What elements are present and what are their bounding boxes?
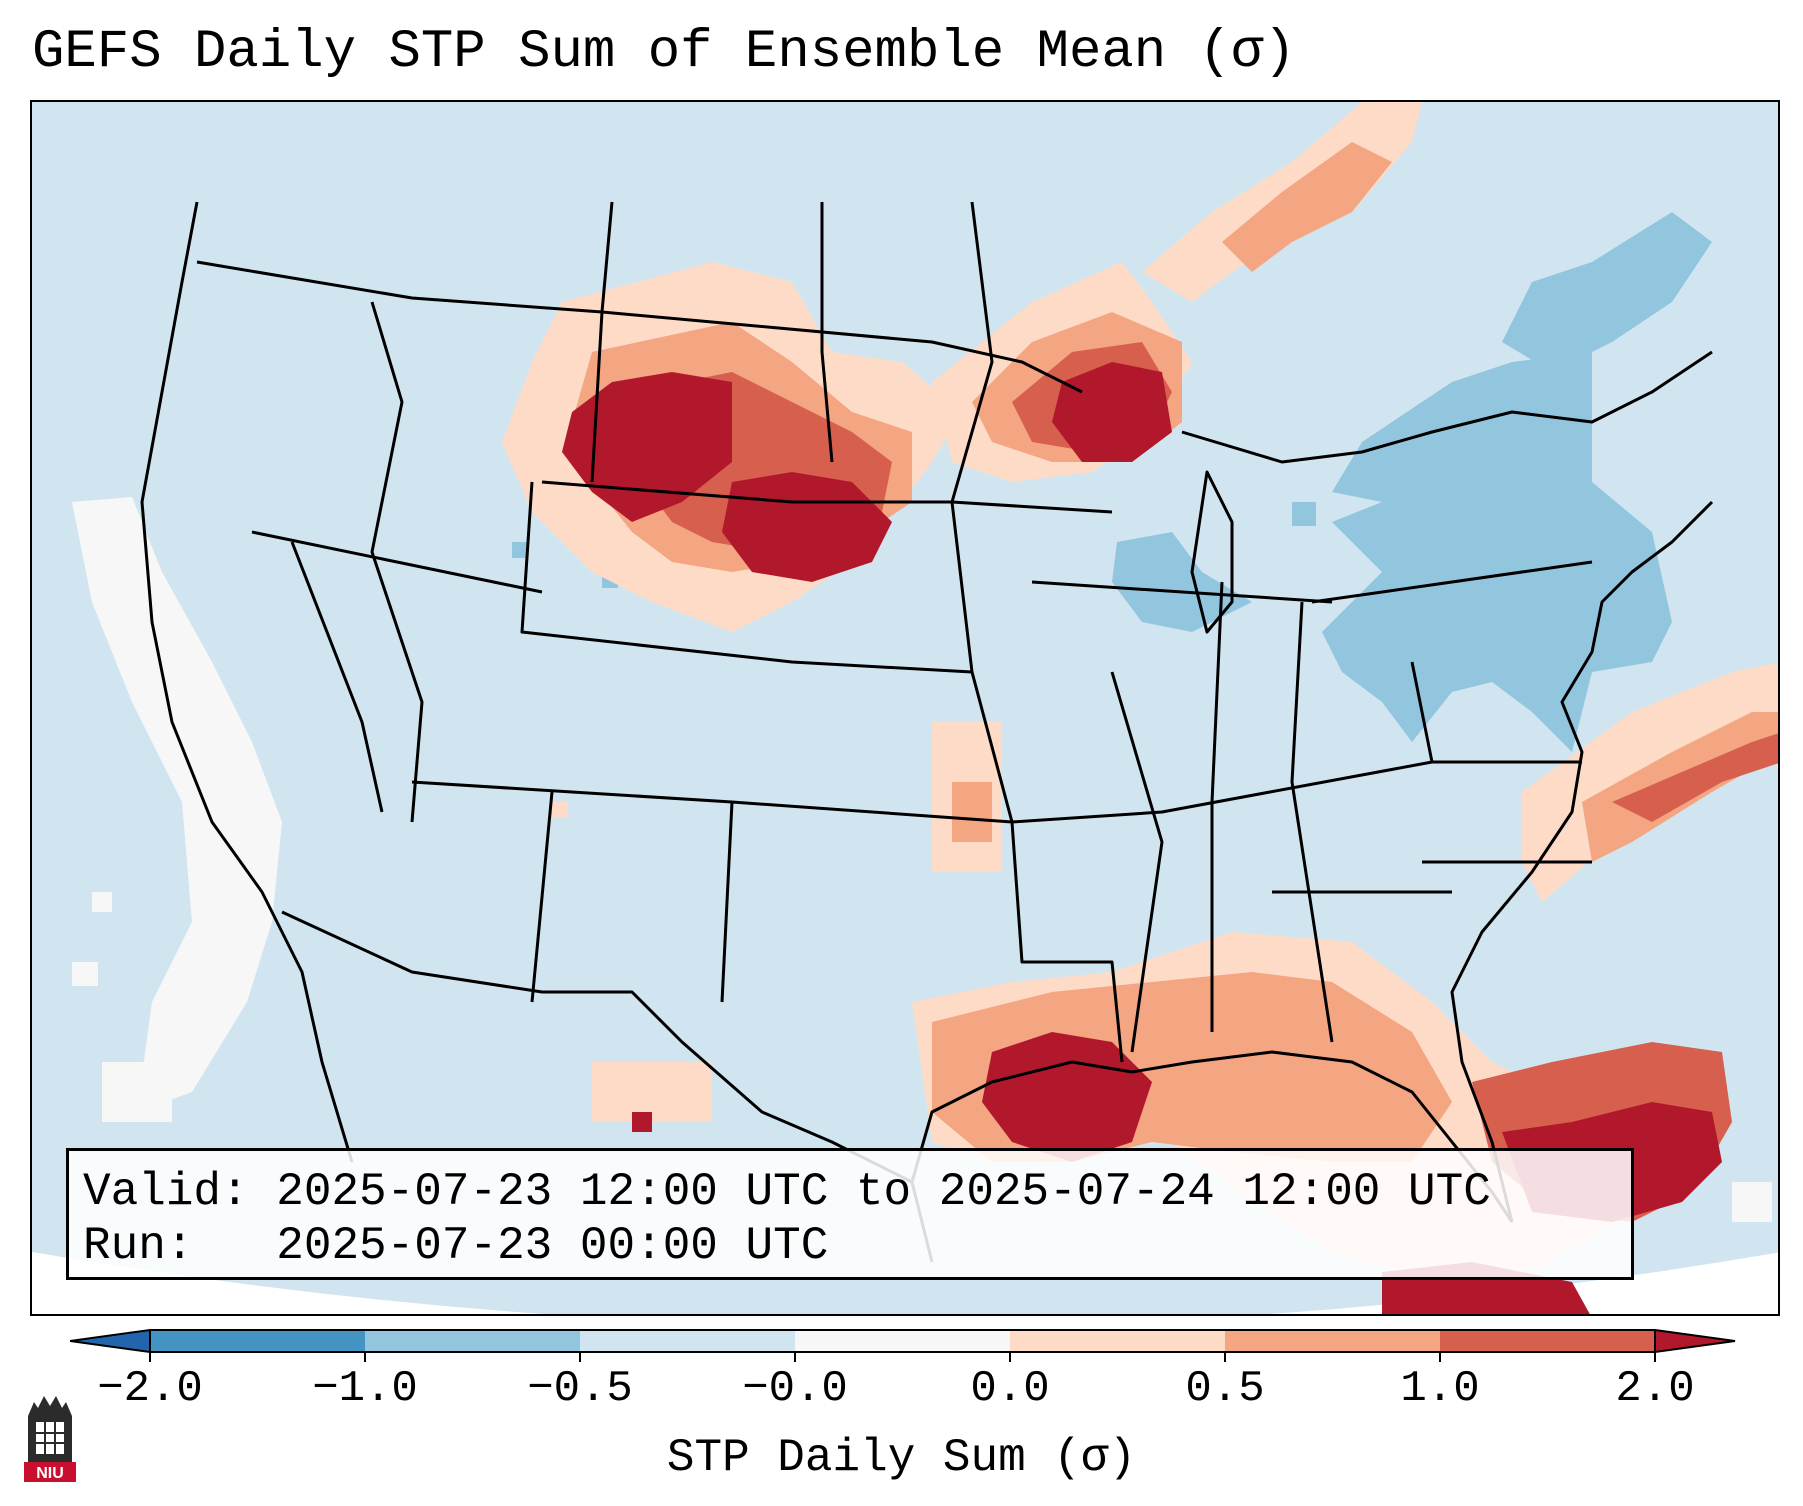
run-time-line: Run: 2025-07-23 00:00 UTC [83,1220,829,1272]
atlantic-strong-positive [1612,733,1778,822]
colorbar-tick-label: 1.0 [1400,1364,1480,1414]
colorbar-outline [149,1329,1656,1353]
colorbar-bin-3 [580,1330,795,1352]
colorbar [70,1328,1736,1362]
state-line-4 [541,480,1113,514]
colorbar-tick-label: 0.5 [1185,1364,1265,1414]
canada-border-west [196,260,1083,394]
state-line-8 [530,791,554,1003]
arizona-light-positive [552,802,568,818]
state-line-7 [720,801,734,1003]
colorbar-bin-2 [365,1330,580,1352]
gulf-over-region [982,1032,1152,1162]
colorbar-under-arrow [70,1328,151,1354]
colorbar-bin-6 [1225,1330,1440,1352]
niu-logo: NIU [24,1396,76,1482]
pacific-coast-patch-3 [72,962,98,986]
colorbar-tick-label: −0.0 [742,1364,848,1414]
valid-run-info-box: Valid: 2025-07-23 12:00 UTC to 2025-07-2… [66,1148,1634,1280]
state-line-14 [590,201,614,483]
colorbar-label: STP Daily Sum (σ) [666,1432,1137,1484]
colorbar-bin-4 [795,1330,1010,1352]
wisconsin-over-region [1052,362,1172,462]
state-line-11 [1210,581,1224,1032]
colorbar-tick-label: −0.5 [527,1364,633,1414]
midwest-negative-region [1112,532,1252,632]
wyoming-negative-cell [512,542,528,558]
state-line-1 [370,301,424,823]
colorbar-bin-5 [1010,1330,1225,1352]
colorbar-ticks [149,1352,1656,1362]
state-line-5 [520,481,973,674]
map-title: GEFS Daily STP Sum of Ensemble Mean (σ) [32,22,1296,83]
state-line-13 [1410,661,1434,763]
pacific-coastline [140,201,354,1163]
ohio-negative-cell [1292,502,1316,526]
state-line-3 [290,541,384,813]
state-line-9 [1010,821,1124,1063]
state-line-18 [1311,560,1593,604]
colorbar-tick-label: 2.0 [1615,1364,1695,1414]
state-line-16 [950,201,1014,823]
map-panel [30,100,1780,1316]
colorbar-over-arrow [1654,1328,1736,1354]
state-line-6 [411,760,1582,824]
atlantic-patch [1732,1182,1772,1222]
colorbar-tick-label: −2.0 [97,1364,203,1414]
colorbar-tick-label: 0.0 [970,1364,1050,1414]
colorbar-tick-label: −1.0 [312,1364,418,1414]
canada-border-east [1181,350,1713,464]
atlantic-coastline [1450,500,1714,1223]
colorbar-bin-1 [150,1330,365,1352]
state-line-17 [1031,580,1333,604]
negative-patches [512,212,1712,752]
niu-logo-text: NIU [36,1465,64,1482]
quebec-moderate-positive [1222,142,1392,272]
state-line-15 [820,202,834,463]
valid-time-line: Valid: 2025-07-23 12:00 UTC to 2025-07-2… [83,1166,1491,1218]
montana-over-region [562,372,732,522]
oklahoma-moderate-positive [952,782,992,842]
state-line-2 [251,530,543,594]
quebec-negative-region [1502,212,1712,372]
texas-over-cell [632,1112,652,1132]
northeast-negative-region [1322,352,1672,752]
pacific-coast-patch [72,497,282,1112]
niu-logo-banner [24,1462,76,1482]
pacific-coast-patch-4 [92,892,112,912]
pacific-coast-patch-2 [102,1062,172,1122]
state-line-12 [1290,601,1334,1043]
stp-map [32,102,1778,1314]
state-line-10 [1110,671,1164,1053]
colorbar-bin-7 [1440,1330,1655,1352]
